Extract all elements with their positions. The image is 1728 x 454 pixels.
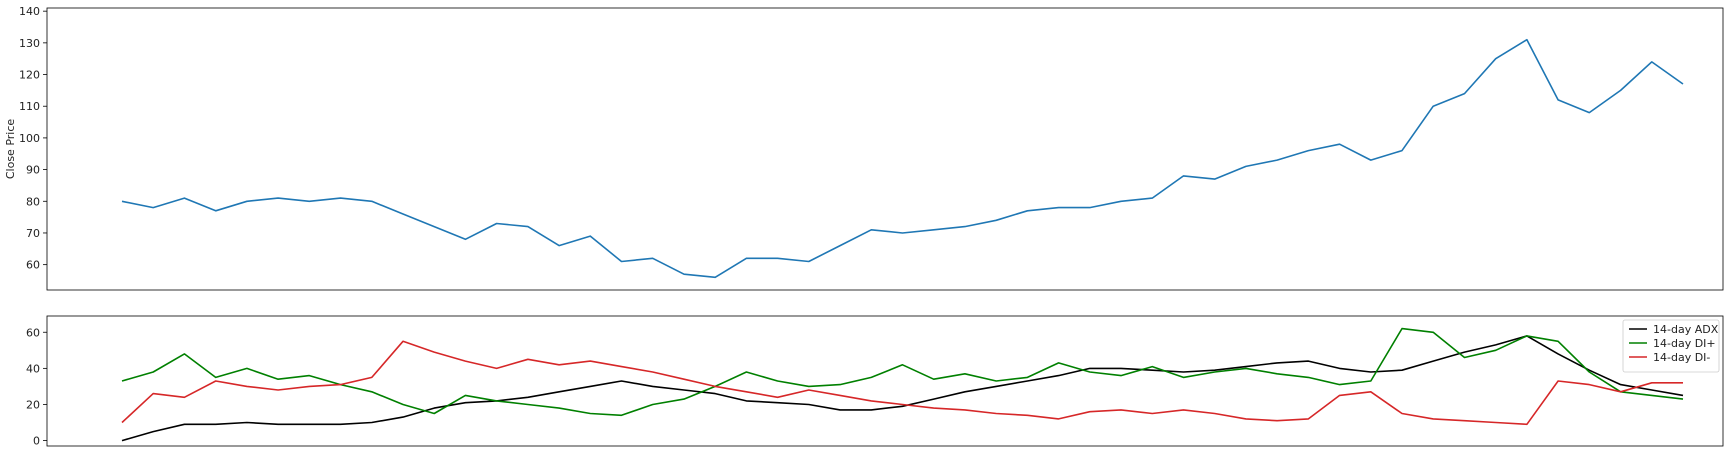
legend-entry-1: 14-day DI+ (1653, 337, 1716, 350)
plot-frame-1 (46, 315, 1724, 447)
y-tick-label-1-2: 40 (26, 362, 40, 375)
y-axis-label: Close Price (4, 119, 17, 180)
y-tick-label-0-2: 80 (26, 195, 40, 208)
y-tick-label-0-3: 90 (26, 164, 40, 177)
y-tick-label-0-0: 60 (26, 259, 40, 272)
series-line-0-0 (121, 38, 1684, 279)
y-tick-label-0-5: 110 (19, 100, 40, 113)
series-line-1-2 (121, 340, 1683, 426)
plot-frame-0 (46, 7, 1724, 291)
close-price-panel: 60 70 80 90 100 110 120 130 140 Close Price (4, 5, 1724, 291)
series-line-1-0 (121, 335, 1684, 442)
y-tick-label-1-0: 0 (33, 435, 40, 448)
y-tick-label-0-4: 100 (19, 132, 40, 145)
legend-entry-2: 14-day DI- (1653, 351, 1710, 364)
legend-entry-0: 14-day ADX (1653, 323, 1719, 336)
y-tick-label-1-1: 20 (26, 398, 40, 411)
legend-box (1622, 319, 1720, 373)
y-tick-label-0-8: 140 (19, 5, 40, 18)
y-tick-label-0-1: 70 (26, 227, 40, 240)
series-line-1-1 (121, 327, 1684, 417)
y-tick-label-0-6: 120 (19, 69, 40, 82)
y-tick-label-0-7: 130 (19, 37, 40, 50)
y-tick-label-1-3: 60 (26, 326, 40, 339)
